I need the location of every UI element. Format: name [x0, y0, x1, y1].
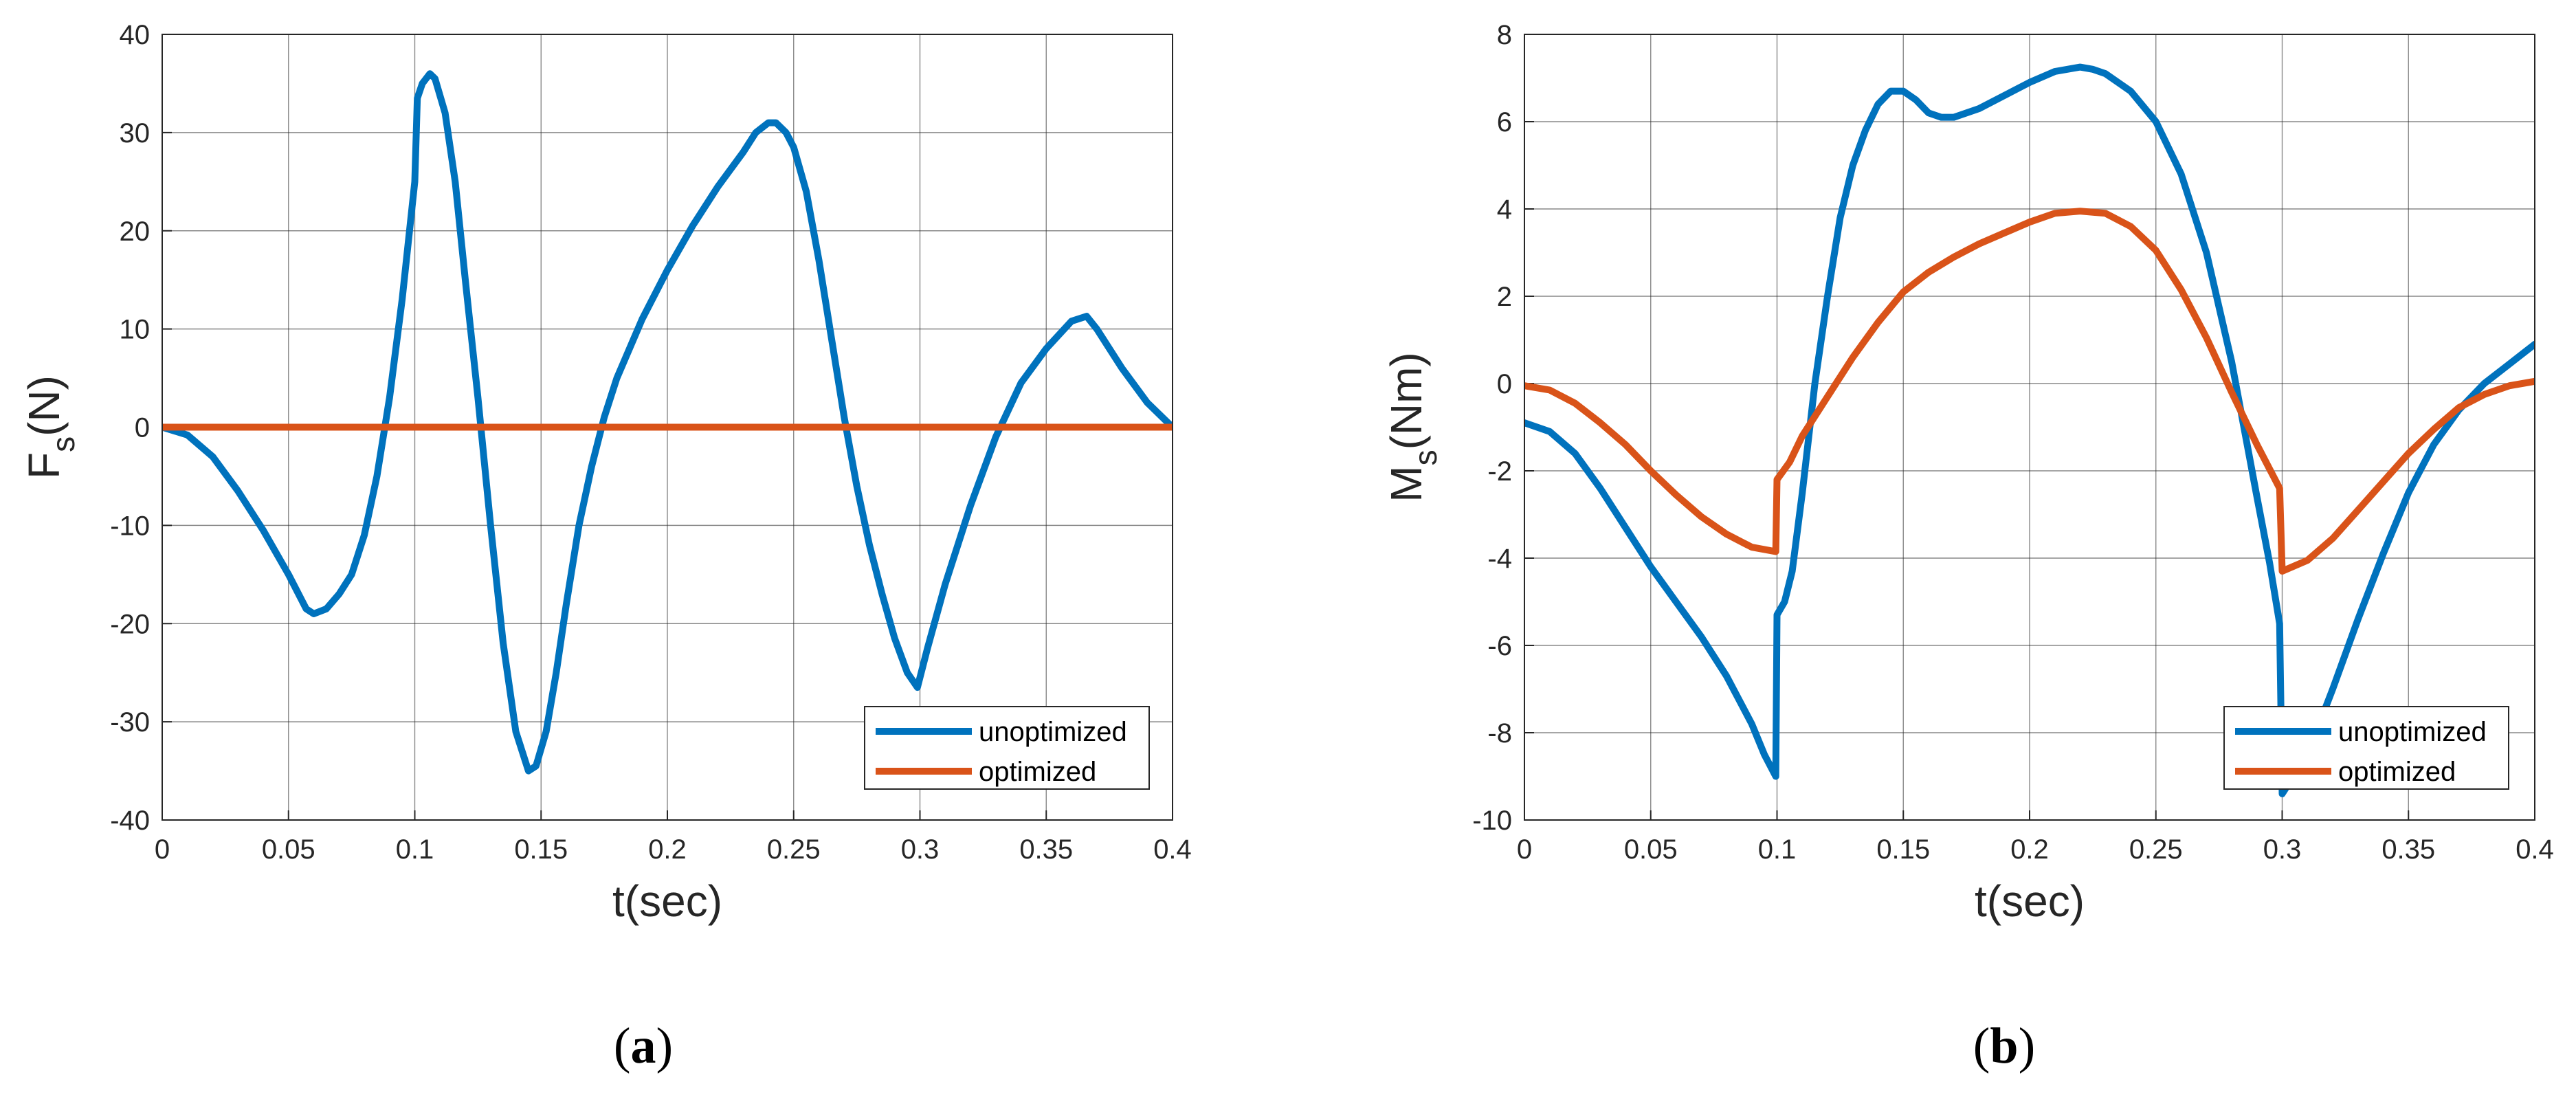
- x-tick-label: 0.25: [2129, 834, 2183, 865]
- y-tick-label: 20: [120, 217, 151, 247]
- y-tick-label: -10: [110, 511, 150, 541]
- y-tick-label: -10: [1472, 806, 1512, 836]
- y-tick-label: -30: [110, 707, 150, 738]
- y-tick-label: 6: [1497, 107, 1512, 137]
- y-tick-label: -20: [110, 609, 150, 639]
- y-tick-label: 0: [1497, 369, 1512, 399]
- x-tick-label: 0.2: [2010, 834, 2049, 865]
- legend: unoptimized optimized: [864, 706, 1150, 790]
- legend-box: [2223, 706, 2509, 790]
- y-axis-label-main: F: [19, 452, 69, 479]
- y-tick-label: 4: [1497, 195, 1512, 225]
- x-tick-label: 0.35: [2381, 834, 2435, 865]
- y-tick-label: 2: [1497, 282, 1512, 312]
- panel-caption-b: (b): [1973, 1018, 2036, 1074]
- legend-label-unoptimized: unoptimized: [979, 717, 1127, 747]
- y-tick-label: -2: [1487, 456, 1512, 487]
- y-axis-label-unit: (Nm): [1381, 352, 1431, 450]
- x-tick-label: 0.1: [1758, 834, 1797, 865]
- y-axis-label: Fs(N): [19, 375, 81, 479]
- x-tick-label: 0.4: [1153, 834, 1192, 865]
- y-tick-label: 30: [120, 118, 151, 148]
- x-tick-label: 0.15: [514, 834, 568, 865]
- y-tick-label: -4: [1487, 544, 1512, 574]
- x-tick-label: 0.35: [1019, 834, 1073, 865]
- y-tick-label: 40: [120, 20, 151, 50]
- y-tick-label: -40: [110, 806, 150, 836]
- y-axis-label-main: M: [1381, 465, 1431, 502]
- chart-panel-b: 0 0.05 0.1 0.15 0.2 0.25 0.3 0.35 0.4 -10 -8 -6 -4 -2…: [1381, 20, 2554, 926]
- x-axis-label: t(sec): [1975, 876, 2085, 926]
- y-tick-label: -6: [1487, 631, 1512, 661]
- x-axis-label: t(sec): [612, 876, 722, 926]
- legend-box: [864, 706, 1150, 790]
- axes-box: [162, 34, 1173, 821]
- panel-caption-a-letter: a: [630, 1018, 656, 1074]
- x-tick-label: 0.05: [262, 834, 315, 865]
- x-tick-label: 0: [155, 834, 170, 865]
- axes-box: [1524, 34, 2535, 821]
- panel-caption-a: (a): [613, 1018, 674, 1074]
- panel-caption-b-letter: b: [1990, 1018, 2019, 1074]
- y-axis-label-subscript: s: [45, 436, 81, 452]
- legend: unoptimized optimized: [2223, 706, 2509, 790]
- legend-label-unoptimized: unoptimized: [2338, 717, 2487, 747]
- y-tick-label: 0: [135, 413, 150, 443]
- x-tick-label: 0.25: [767, 834, 821, 865]
- x-tick-label: 0.1: [396, 834, 434, 865]
- x-tick-label: 0.2: [648, 834, 687, 865]
- x-tick-label: 0: [1517, 834, 1532, 865]
- x-tick-label: 0.3: [2263, 834, 2302, 865]
- y-axis-label-subscript: s: [1408, 450, 1443, 465]
- x-tick-label: 0.3: [901, 834, 940, 865]
- series-line-unoptimized: [162, 70, 1173, 775]
- y-axis-label-unit: (N): [19, 375, 69, 436]
- y-tick-label: 8: [1497, 20, 1512, 50]
- chart-panel-a: 0 0.05 0.1 0.15 0.2 0.25 0.3 0.35 0.4 -40 -30 -20 -1…: [19, 20, 1192, 926]
- legend-label-optimized: optimized: [979, 757, 1096, 787]
- y-axis-label: Ms(Nm): [1381, 352, 1443, 502]
- x-tick-label: 0.15: [1876, 834, 1930, 865]
- series-line-optimized: [1524, 208, 2535, 575]
- legend-label-optimized: optimized: [2338, 757, 2456, 787]
- x-tick-label: 0.4: [2516, 834, 2554, 865]
- x-tick-label: 0.05: [1624, 834, 1678, 865]
- y-tick-label: 10: [120, 315, 151, 345]
- y-tick-label: -8: [1487, 718, 1512, 749]
